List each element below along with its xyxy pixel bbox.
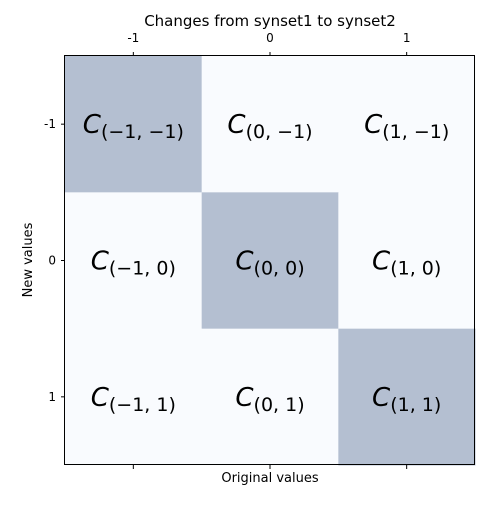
- cell-label: C(0, −1): [227, 110, 312, 143]
- y-tick-label: 0: [48, 254, 56, 268]
- heatmap-cell: [65, 56, 203, 193]
- cell-label: C(1, 1): [372, 383, 441, 416]
- cell-label: C(0, 1): [235, 383, 304, 416]
- y-tick-label: 1: [48, 390, 56, 404]
- x-ticks: -1 0 1: [127, 31, 410, 469]
- cell-label: C(−1, 0): [91, 247, 176, 280]
- y-ticks: -1 0 1: [44, 117, 65, 404]
- cell-labels: C(−1, −1) C(0, −1) C(1, −1) C(−1, 0) C(0, 0)…: [83, 110, 449, 416]
- heatmap-cell: [201, 192, 339, 330]
- cell-label: C(0, 0): [235, 247, 304, 280]
- cell-label: C(−1, −1): [83, 110, 184, 143]
- heatmap-cell: [65, 192, 203, 330]
- heatmap-cell: [201, 56, 339, 193]
- cell-label: C(−1, 1): [91, 383, 176, 416]
- heatmap-cell: [65, 328, 203, 466]
- x-tick-label: 0: [266, 31, 274, 45]
- y-axis-label: New values: [21, 222, 36, 297]
- y-tick-label: -1: [44, 117, 56, 131]
- x-axis-label: Original values: [221, 471, 319, 486]
- chart-title: Changes from synset1 to synset2: [144, 12, 396, 30]
- cell-label: C(1, −1): [364, 110, 449, 143]
- heatmap-cell: [338, 328, 476, 466]
- x-tick-label: -1: [127, 31, 139, 45]
- x-tick-label: 1: [403, 31, 411, 45]
- cell-label: C(1, 0): [372, 247, 441, 280]
- heatmap-cells: [65, 56, 476, 466]
- heatmap-cell: [338, 192, 476, 330]
- heatmap-cell: [201, 328, 339, 466]
- heatmap-cell: [338, 56, 476, 193]
